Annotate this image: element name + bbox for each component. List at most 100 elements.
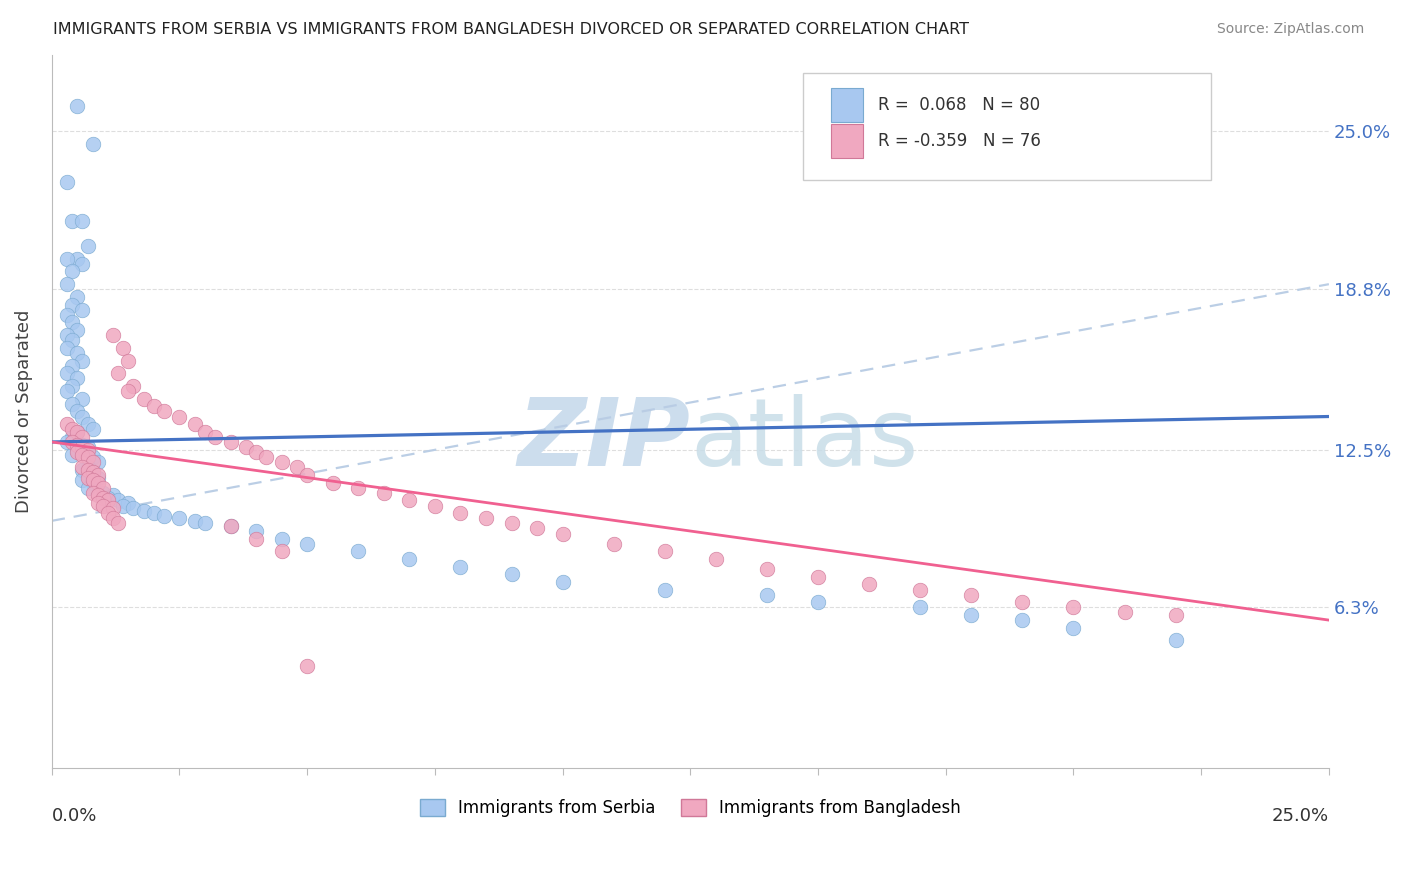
Point: [704, 552, 727, 566]
Point: [66, 323, 89, 337]
Point: [91, 486, 114, 500]
Point: [169, 409, 191, 424]
Point: [194, 516, 217, 531]
Point: [295, 659, 318, 673]
Point: [107, 366, 129, 380]
Point: [270, 532, 292, 546]
Point: [82, 473, 104, 487]
Point: [153, 404, 176, 418]
Point: [654, 544, 676, 558]
Point: [66, 442, 89, 457]
Point: [295, 537, 318, 551]
Point: [101, 511, 124, 525]
Point: [60, 397, 83, 411]
Point: [122, 501, 145, 516]
Point: [1062, 621, 1084, 635]
Point: [76, 470, 98, 484]
Point: [97, 491, 120, 505]
Point: [87, 468, 110, 483]
Point: [153, 508, 176, 523]
Point: [858, 577, 880, 591]
Point: [322, 475, 344, 490]
Point: [91, 481, 114, 495]
Point: [908, 582, 931, 597]
Point: [82, 137, 104, 152]
Point: [56, 341, 79, 355]
Point: [122, 379, 145, 393]
Point: [76, 417, 98, 432]
Point: [347, 544, 370, 558]
Point: [219, 434, 242, 449]
Point: [755, 562, 778, 576]
Point: [56, 417, 79, 432]
Point: [132, 392, 155, 406]
Point: [117, 384, 139, 398]
Point: [117, 496, 139, 510]
Point: [76, 440, 98, 454]
Point: [56, 252, 79, 266]
Point: [72, 440, 94, 454]
Point: [72, 257, 94, 271]
Point: [87, 470, 110, 484]
Legend: Immigrants from Serbia, Immigrants from Bangladesh: Immigrants from Serbia, Immigrants from …: [413, 792, 967, 823]
Point: [285, 460, 308, 475]
Point: [82, 455, 104, 469]
Point: [72, 473, 94, 487]
Text: Source: ZipAtlas.com: Source: ZipAtlas.com: [1216, 22, 1364, 37]
Point: [1011, 613, 1033, 627]
Point: [72, 430, 94, 444]
Point: [254, 450, 277, 465]
Point: [501, 567, 523, 582]
Bar: [831, 88, 863, 122]
Point: [245, 445, 267, 459]
Point: [960, 588, 983, 602]
Point: [87, 496, 110, 510]
Point: [56, 308, 79, 322]
Point: [72, 437, 94, 451]
Point: [76, 468, 98, 483]
Point: [1011, 595, 1033, 609]
Point: [602, 537, 624, 551]
Point: [56, 277, 79, 292]
Y-axis label: Divorced or Separated: Divorced or Separated: [15, 310, 32, 513]
Point: [219, 519, 242, 533]
Point: [101, 488, 124, 502]
Point: [132, 504, 155, 518]
Point: [60, 448, 83, 462]
Point: [142, 400, 165, 414]
Text: ZIP: ZIP: [517, 394, 690, 486]
Point: [1164, 633, 1187, 648]
FancyBboxPatch shape: [803, 73, 1212, 180]
Point: [72, 392, 94, 406]
Point: [1062, 600, 1084, 615]
Point: [245, 532, 267, 546]
Point: [654, 582, 676, 597]
Point: [66, 445, 89, 459]
Point: [807, 595, 830, 609]
Point: [960, 607, 983, 622]
Point: [56, 328, 79, 343]
Point: [66, 290, 89, 304]
Point: [82, 466, 104, 480]
Point: [807, 570, 830, 584]
Point: [501, 516, 523, 531]
Point: [60, 297, 83, 311]
Bar: [831, 124, 863, 158]
Point: [551, 526, 574, 541]
Point: [169, 511, 191, 525]
Point: [60, 333, 83, 347]
Point: [72, 409, 94, 424]
Point: [97, 506, 120, 520]
Point: [755, 588, 778, 602]
Point: [56, 384, 79, 398]
Point: [295, 468, 318, 483]
Point: [87, 475, 110, 490]
Point: [82, 450, 104, 465]
Point: [60, 264, 83, 278]
Point: [76, 463, 98, 477]
Point: [219, 519, 242, 533]
Point: [107, 516, 129, 531]
Point: [245, 524, 267, 538]
Point: [347, 481, 370, 495]
Point: [475, 511, 498, 525]
